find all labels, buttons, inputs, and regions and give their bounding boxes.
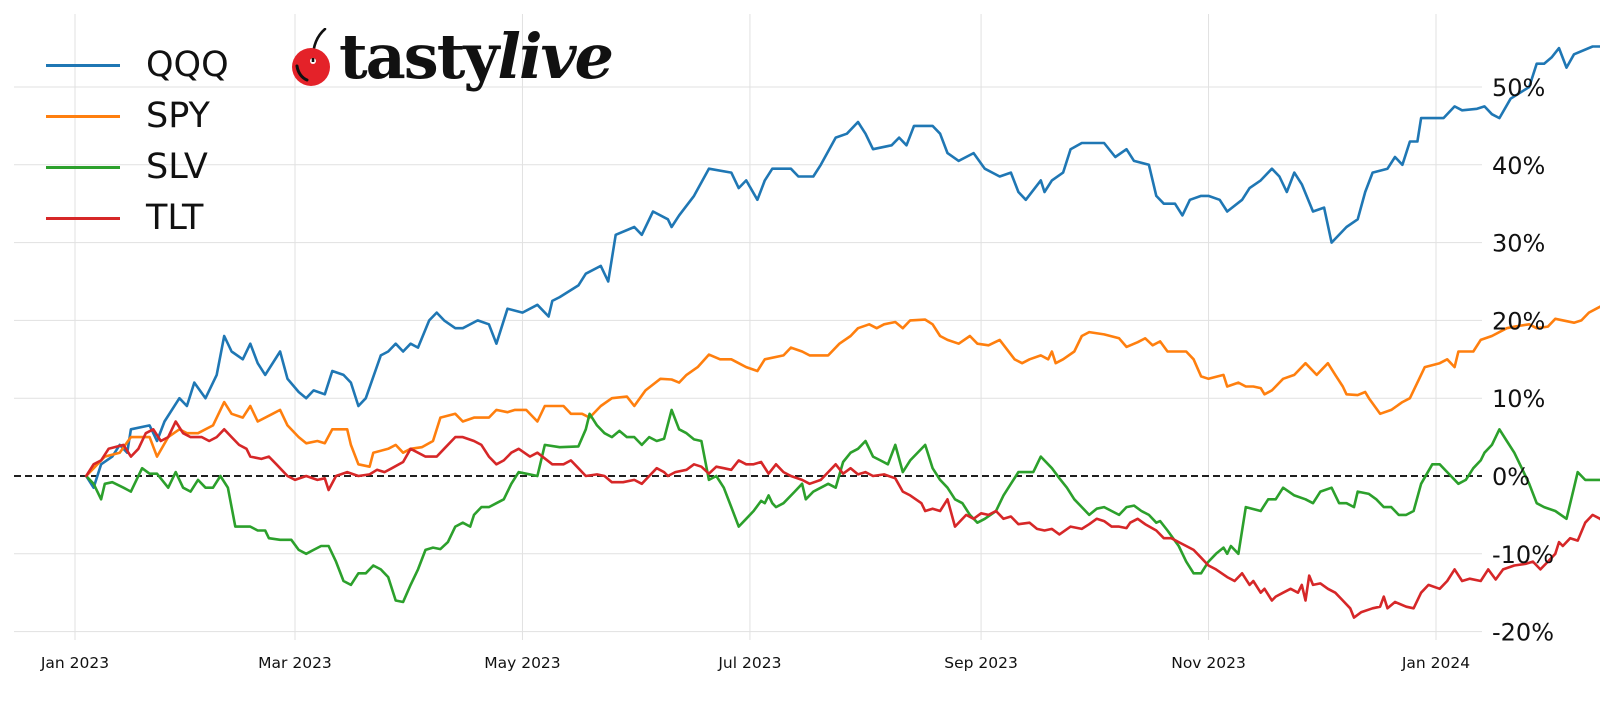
y-tick-label: -20% bbox=[1492, 619, 1554, 647]
series-line-tlt bbox=[84, 420, 1600, 619]
x-tick-label: Nov 2023 bbox=[1171, 654, 1246, 672]
legend-label: SLV bbox=[146, 147, 208, 187]
legend-label: QQQ bbox=[146, 45, 229, 85]
x-axis-tick-labels: Jan 2023 Mar 2023 May 2023 Jul 2023 Sep 2023… bbox=[40, 654, 1470, 672]
tastylive-logo: tastylive bbox=[291, 26, 614, 88]
logo-wordmark: tastylive bbox=[339, 26, 614, 88]
y-tick-label: 30% bbox=[1492, 230, 1545, 258]
series-line-qqq bbox=[84, 45, 1600, 490]
legend-swatch-slv bbox=[46, 166, 120, 169]
legend: QQQ SPY SLV TLT bbox=[46, 40, 229, 244]
legend-item-qqq: QQQ bbox=[46, 40, 229, 91]
y-tick-label: 50% bbox=[1492, 74, 1545, 102]
y-tick-label: 10% bbox=[1492, 385, 1545, 413]
y-tick-label: 20% bbox=[1492, 307, 1545, 335]
legend-item-spy: SPY bbox=[46, 91, 229, 142]
x-tick-label: Jul 2023 bbox=[717, 654, 781, 672]
legend-swatch-spy bbox=[46, 115, 120, 118]
series-line-spy bbox=[84, 305, 1600, 478]
logo-text-italic: live bbox=[497, 20, 614, 93]
y-axis-tick-labels: 50% 40% 30% 20% 10% 0% -10% -20% bbox=[1492, 74, 1554, 647]
y-tick-label: 40% bbox=[1492, 152, 1545, 180]
x-tick-label: Mar 2023 bbox=[258, 654, 332, 672]
logo-text-bold: tasty bbox=[339, 20, 499, 93]
y-tick-label: -10% bbox=[1492, 541, 1554, 569]
x-tick-label: Jan 2023 bbox=[40, 654, 109, 672]
legend-item-tlt: TLT bbox=[46, 193, 229, 244]
x-tick-label: May 2023 bbox=[484, 654, 560, 672]
legend-label: TLT bbox=[146, 198, 204, 238]
x-tick-label: Sep 2023 bbox=[944, 654, 1018, 672]
legend-item-slv: SLV bbox=[46, 142, 229, 193]
series-lines bbox=[84, 45, 1600, 619]
series-line-slv bbox=[84, 408, 1600, 604]
horizontal-gridlines bbox=[14, 86, 1482, 633]
x-tick-label: Jan 2024 bbox=[1401, 654, 1470, 672]
legend-label: SPY bbox=[146, 96, 210, 136]
y-tick-label: 0% bbox=[1492, 463, 1530, 491]
cherry-icon bbox=[292, 28, 330, 86]
legend-swatch-qqq bbox=[46, 64, 120, 67]
legend-swatch-tlt bbox=[46, 217, 120, 220]
